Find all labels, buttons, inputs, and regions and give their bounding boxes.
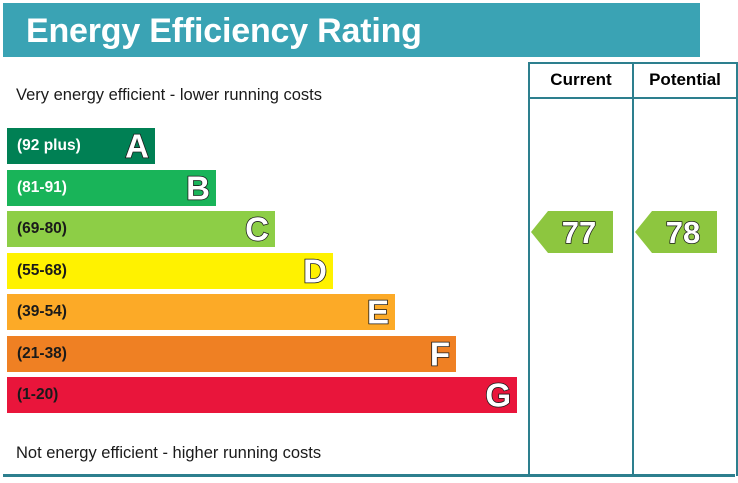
band-letter-e: E: [366, 293, 390, 331]
table-divider-right: [736, 62, 738, 476]
band-range-e: (39-54): [17, 303, 67, 320]
rating-band-e: (39-54) E: [7, 294, 395, 330]
table-header-top-rule: [528, 62, 738, 64]
band-range-a: (92 plus): [17, 137, 81, 154]
rating-band-c: (69-80) C: [7, 211, 275, 247]
band-letter-g: G: [485, 376, 512, 414]
bottom-rule: [3, 474, 735, 477]
band-letter-a: A: [124, 127, 149, 165]
table-divider-left: [528, 62, 530, 476]
table-divider-middle: [632, 62, 634, 476]
current-rating-arrow: 77: [531, 211, 613, 253]
caption-top: Very energy efficient - lower running co…: [16, 86, 323, 104]
title-bar: Energy Efficiency Rating: [3, 3, 700, 57]
band-range-g: (1-20): [17, 386, 59, 403]
band-range-d: (55-68): [17, 261, 67, 279]
band-range-f: (21-38): [17, 344, 67, 362]
column-header-potential: Potential: [649, 70, 721, 89]
band-letter-b: B: [185, 169, 210, 206]
rating-band-b: (81-91) B: [7, 169, 216, 206]
rating-band-f: (21-38) F: [7, 335, 456, 372]
rating-band-d: (55-68) D: [7, 252, 333, 289]
band-letter-d: D: [302, 252, 327, 289]
band-letter-f: F: [429, 335, 451, 372]
potential-rating-arrow: 78: [635, 211, 717, 253]
rating-band-a: (92 plus) A: [7, 128, 155, 164]
potential-rating-value: 78: [665, 214, 701, 250]
caption-bottom: Not energy efficient - higher running co…: [16, 444, 322, 462]
rating-band-g: (1-20) G: [7, 377, 517, 413]
table-header-bottom-rule: [528, 97, 738, 99]
page-title: Energy Efficiency Rating: [26, 12, 422, 50]
band-range-b: (81-91): [17, 178, 67, 196]
band-letter-c: C: [244, 210, 269, 248]
column-header-current: Current: [550, 70, 612, 89]
band-range-c: (69-80): [17, 220, 67, 237]
current-rating-value: 77: [561, 214, 597, 250]
